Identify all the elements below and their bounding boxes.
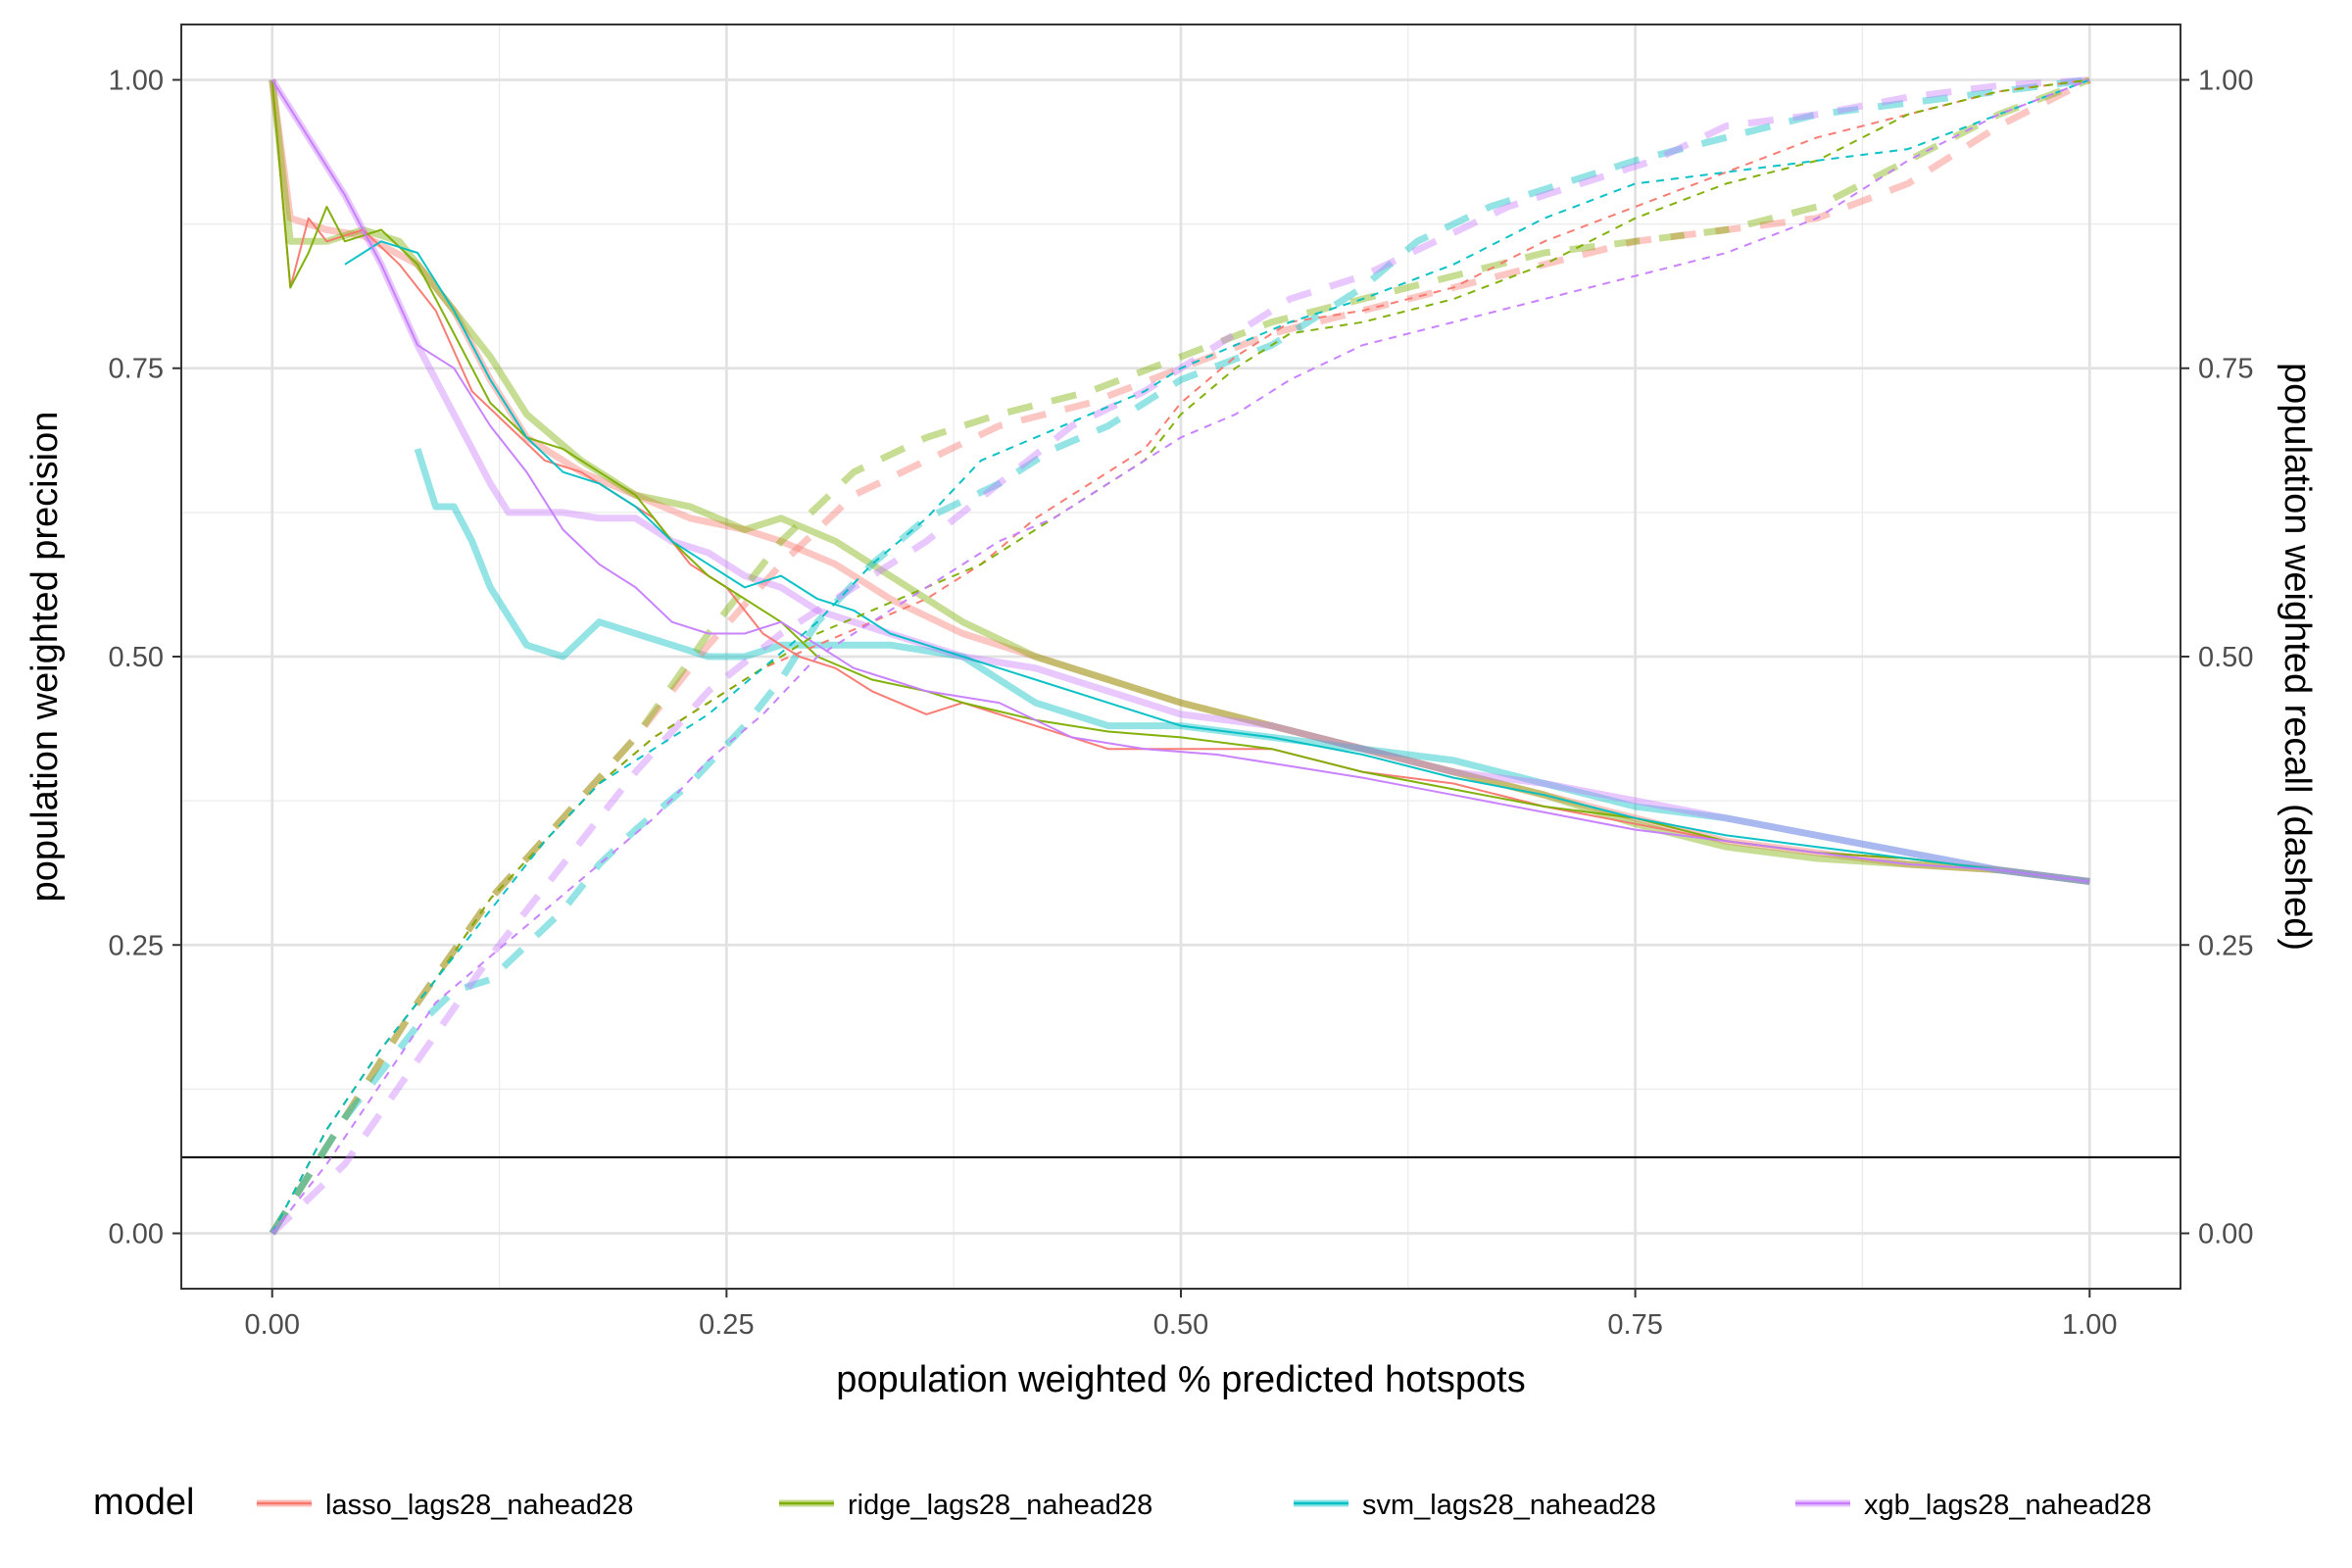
y2-tick-label-0: 0.00 [2198, 1219, 2253, 1250]
series-3-precision-line [270, 78, 2090, 883]
legend-label-3: xgb_lags28_nahead28 [1864, 1490, 2152, 1521]
y-axis-title: population weighted precision [24, 412, 66, 903]
y-tick-label-3: 0.75 [109, 354, 164, 385]
y2-tick-label-4: 1.00 [2198, 65, 2253, 96]
x-axis-title: population weighted % predicted hotspots [836, 1359, 1525, 1400]
y2-tick-label-1: 0.25 [2198, 930, 2253, 961]
legend-items: lasso_lags28_nahead28 ridge_lags28_nahead… [257, 1490, 2152, 1521]
x-tick-label-0: 0.00 [245, 1309, 300, 1341]
y-axis-right: 0.00 0.25 0.50 0.75 1.00 [2180, 65, 2253, 1250]
series-2-precision-line [344, 240, 2090, 883]
series-3-recall-line [270, 78, 2090, 1235]
y-tick-label-4: 1.00 [109, 65, 164, 96]
series-2-precision-smooth-line [414, 448, 2090, 885]
major-gridlines [181, 24, 2180, 1289]
y-axis-left: 0.00 0.25 0.50 0.75 1.00 [109, 65, 181, 1250]
y2-axis-title: population weighted recall (dashed) [2277, 363, 2318, 951]
x-axis: 0.00 0.25 0.50 0.75 1.00 [245, 1289, 2117, 1341]
legend-label-2: svm_lags28_nahead28 [1362, 1490, 1656, 1521]
legend: model lasso_lags28_nahead28 ridge_lags28_… [93, 1482, 2152, 1523]
x-tick-label-2: 0.50 [1153, 1309, 1208, 1341]
x-tick-label-4: 1.00 [2062, 1309, 2117, 1341]
y-tick-label-2: 0.50 [109, 642, 164, 673]
y-tick-label-0: 0.00 [109, 1219, 164, 1250]
series-3-precision-smooth-line [269, 77, 2090, 885]
x-tick-label-1: 0.25 [699, 1309, 754, 1341]
series-0-recall-line [270, 78, 2090, 1234]
y-tick-label-1: 0.25 [109, 930, 164, 961]
legend-title: model [93, 1482, 195, 1523]
series-layer [269, 76, 2091, 1237]
series-1-precision-smooth-line [269, 79, 2090, 885]
y2-tick-label-2: 0.50 [2198, 642, 2253, 673]
legend-label-1: ridge_lags28_nahead28 [848, 1490, 1152, 1521]
series-0-recall-smooth-line [269, 76, 2091, 1236]
series-0-precision-line [270, 79, 2090, 883]
series-2-recall-smooth-line [269, 76, 2090, 1236]
series-2-recall-line [270, 78, 2090, 1234]
x-tick-label-3: 0.75 [1607, 1309, 1662, 1341]
legend-label-0: lasso_lags28_nahead28 [325, 1490, 633, 1521]
series-1-recall-smooth-line [269, 76, 2091, 1236]
y2-tick-label-3: 0.75 [2198, 354, 2253, 385]
